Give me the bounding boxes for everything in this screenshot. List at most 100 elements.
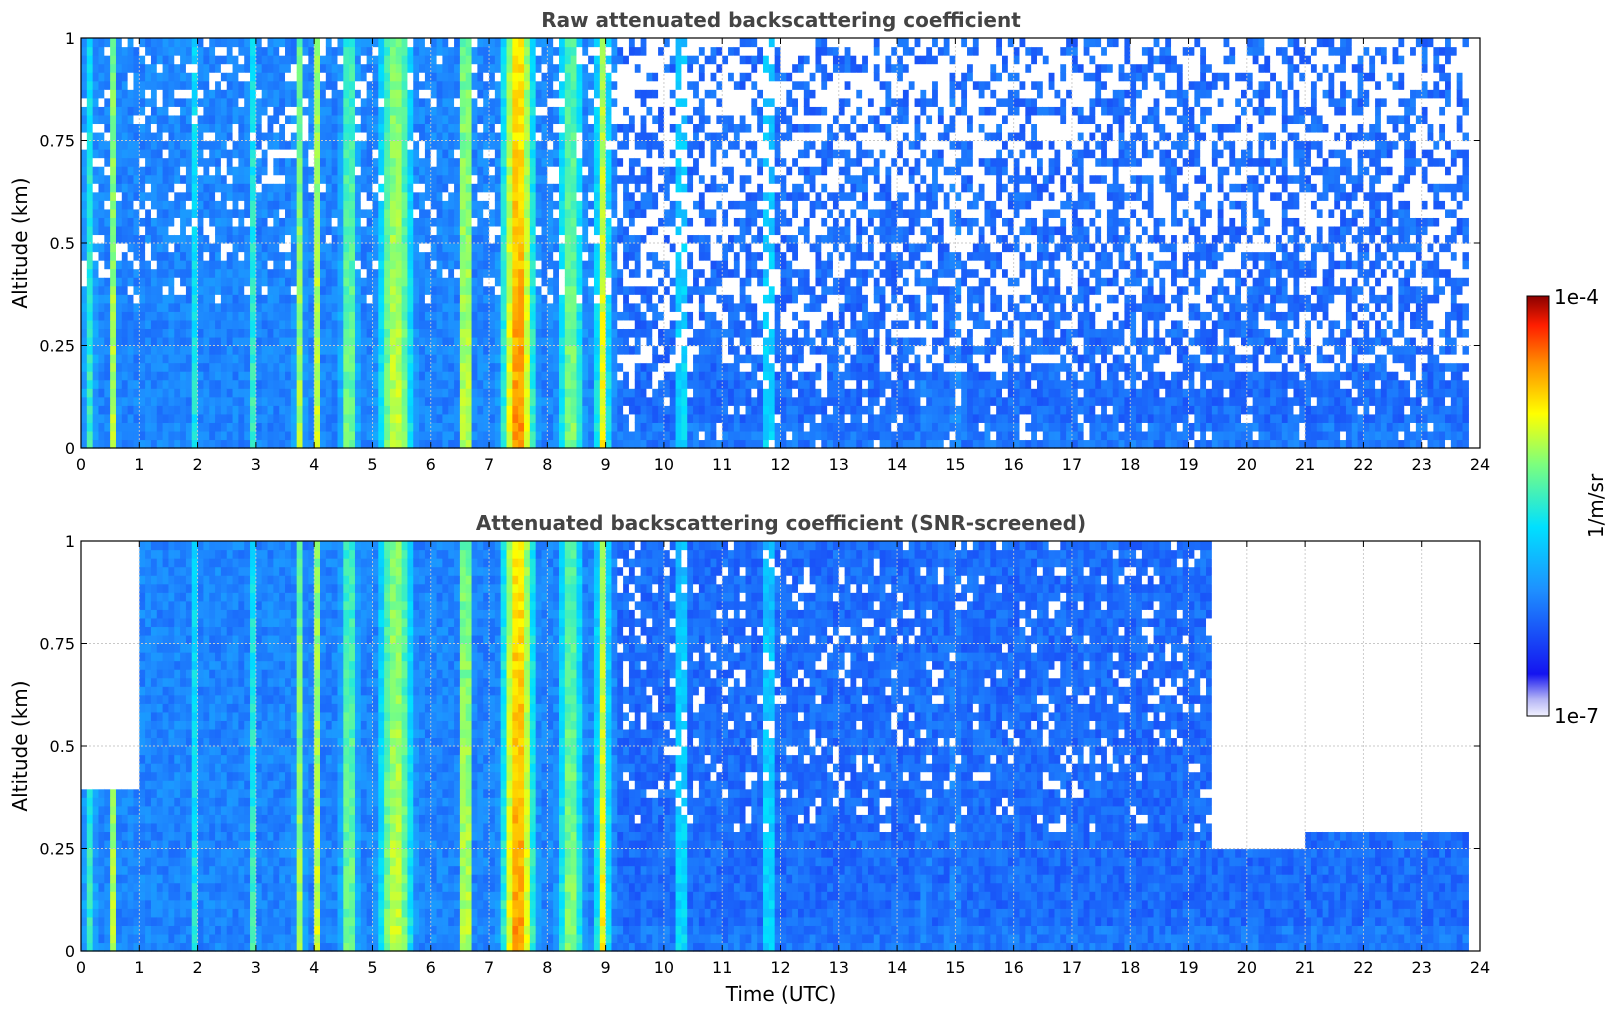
heatmap-cell xyxy=(145,38,152,48)
heatmap-cell xyxy=(611,277,618,287)
heatmap-cell xyxy=(238,97,245,107)
heatmap-cell xyxy=(436,379,444,389)
heatmap-cell xyxy=(430,379,438,389)
heatmap-cell xyxy=(518,371,525,381)
heatmap-cell xyxy=(261,225,269,236)
heatmap-cell xyxy=(279,106,286,116)
heatmap-cell xyxy=(500,388,508,398)
heatmap-cell xyxy=(354,328,362,338)
heatmap-cell xyxy=(419,174,426,184)
heatmap-cell xyxy=(145,345,152,355)
heatmap-cell xyxy=(244,208,251,218)
heatmap-cell xyxy=(296,97,304,107)
heatmap-cell xyxy=(255,251,263,261)
heatmap-cell xyxy=(646,200,653,210)
heatmap-cell xyxy=(325,362,333,372)
heatmap-cell xyxy=(267,251,274,261)
heatmap-cell xyxy=(512,243,519,253)
heatmap-cell xyxy=(296,405,304,415)
heatmap-cell xyxy=(634,217,642,227)
heatmap-cell xyxy=(150,285,158,295)
heatmap-cell xyxy=(395,225,403,236)
heatmap-cell xyxy=(168,277,175,287)
heatmap-cell xyxy=(209,422,216,432)
heatmap-cell xyxy=(500,422,508,432)
heatmap-cell xyxy=(331,430,339,441)
heatmap-cell xyxy=(640,217,648,227)
heatmap-cell xyxy=(360,285,368,295)
heatmap-cell xyxy=(110,46,117,56)
heatmap-cell xyxy=(267,371,274,381)
heatmap-cell xyxy=(628,174,636,184)
heatmap-cell xyxy=(285,140,292,150)
heatmap-cell xyxy=(314,388,321,398)
heatmap-cell xyxy=(582,379,589,389)
heatmap-cell xyxy=(343,217,350,227)
heatmap-cell xyxy=(180,157,187,167)
heatmap-cell xyxy=(547,388,554,398)
heatmap-cell xyxy=(261,174,269,184)
heatmap-cell xyxy=(605,260,613,270)
heatmap-cell xyxy=(372,131,379,142)
heatmap-cell xyxy=(442,80,449,90)
heatmap-cell xyxy=(279,200,286,210)
heatmap-cell xyxy=(215,354,222,364)
heatmap-cell xyxy=(652,285,659,295)
heatmap-cell xyxy=(349,268,356,278)
heatmap-cell xyxy=(325,123,333,133)
heatmap-cell xyxy=(448,354,455,364)
heatmap-cell xyxy=(436,225,444,236)
heatmap-cell xyxy=(162,354,170,364)
heatmap-cell xyxy=(220,319,228,330)
heatmap-cell xyxy=(133,277,140,287)
heatmap-cell xyxy=(296,336,304,347)
heatmap-cell xyxy=(121,260,129,270)
heatmap-cell xyxy=(570,354,578,364)
heatmap-cell xyxy=(296,38,304,48)
heatmap-cell xyxy=(110,354,117,364)
heatmap-cell xyxy=(494,191,502,201)
heatmap-cell xyxy=(203,405,210,415)
heatmap-cell xyxy=(419,302,426,312)
heatmap-cell xyxy=(185,225,193,236)
heatmap-cell xyxy=(675,234,683,244)
heatmap-cell xyxy=(506,268,513,278)
heatmap-cell xyxy=(296,422,304,432)
heatmap-cell xyxy=(570,46,578,56)
heatmap-cell xyxy=(267,131,274,142)
heatmap-cell xyxy=(325,413,333,423)
heatmap-cell xyxy=(424,217,432,227)
heatmap-cell xyxy=(681,354,688,364)
heatmap-cell xyxy=(494,319,502,330)
heatmap-cell xyxy=(121,97,129,107)
heatmap-cell xyxy=(547,396,554,406)
heatmap-cell xyxy=(285,38,292,48)
heatmap-cell xyxy=(121,362,129,372)
heatmap-cell xyxy=(156,277,164,287)
heatmap-cell xyxy=(378,319,385,330)
heatmap-cell xyxy=(652,319,659,330)
heatmap-cell xyxy=(121,157,129,167)
heatmap-cell xyxy=(652,354,659,364)
heatmap-cell xyxy=(389,80,397,90)
heatmap-cell xyxy=(617,55,624,65)
heatmap-cell xyxy=(139,311,146,321)
heatmap-cell xyxy=(681,388,688,398)
heatmap-cell xyxy=(436,319,444,330)
heatmap-cell xyxy=(471,311,478,321)
heatmap-cell xyxy=(483,285,490,295)
heatmap-cell xyxy=(349,362,356,372)
heatmap-cell xyxy=(174,311,181,321)
heatmap-cell xyxy=(261,97,269,107)
heatmap-cell xyxy=(576,174,583,184)
heatmap-cell xyxy=(628,106,636,116)
chart-title: Raw attenuated backscattering coefficien… xyxy=(541,8,1021,32)
heatmap-cell xyxy=(354,319,362,330)
heatmap-cell xyxy=(401,345,409,355)
heatmap-cell xyxy=(191,311,199,321)
heatmap-cell xyxy=(279,277,286,287)
heatmap-cell xyxy=(156,362,164,372)
heatmap-cell xyxy=(156,38,164,48)
heatmap-cell xyxy=(494,97,502,107)
heatmap-cell xyxy=(384,114,391,125)
